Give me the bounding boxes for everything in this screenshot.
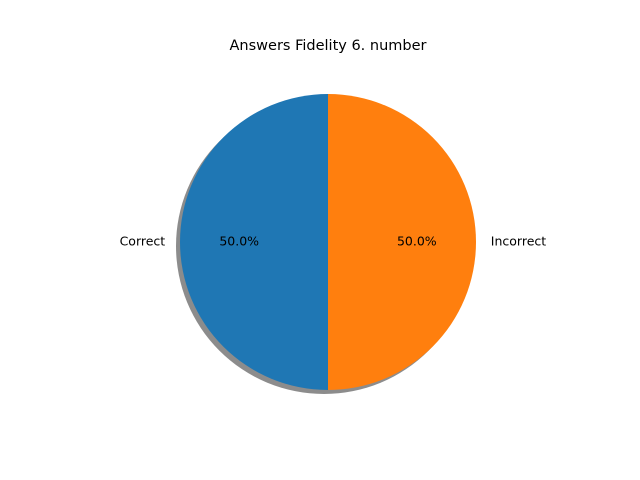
chart-title: Answers Fidelity 6. number	[230, 38, 427, 54]
pie-slice-correct	[180, 94, 328, 390]
pie-slice-incorrect	[328, 94, 476, 390]
slice-percent-correct: 50.0%	[219, 234, 259, 249]
slice-percent-incorrect: 50.0%	[397, 234, 437, 249]
pie-slices	[180, 94, 476, 390]
slice-label-correct: Correct	[120, 234, 166, 249]
slice-label-incorrect: Incorrect	[491, 234, 546, 249]
pie-labels: Correct 50.0% Incorrect 50.0%	[120, 234, 547, 249]
